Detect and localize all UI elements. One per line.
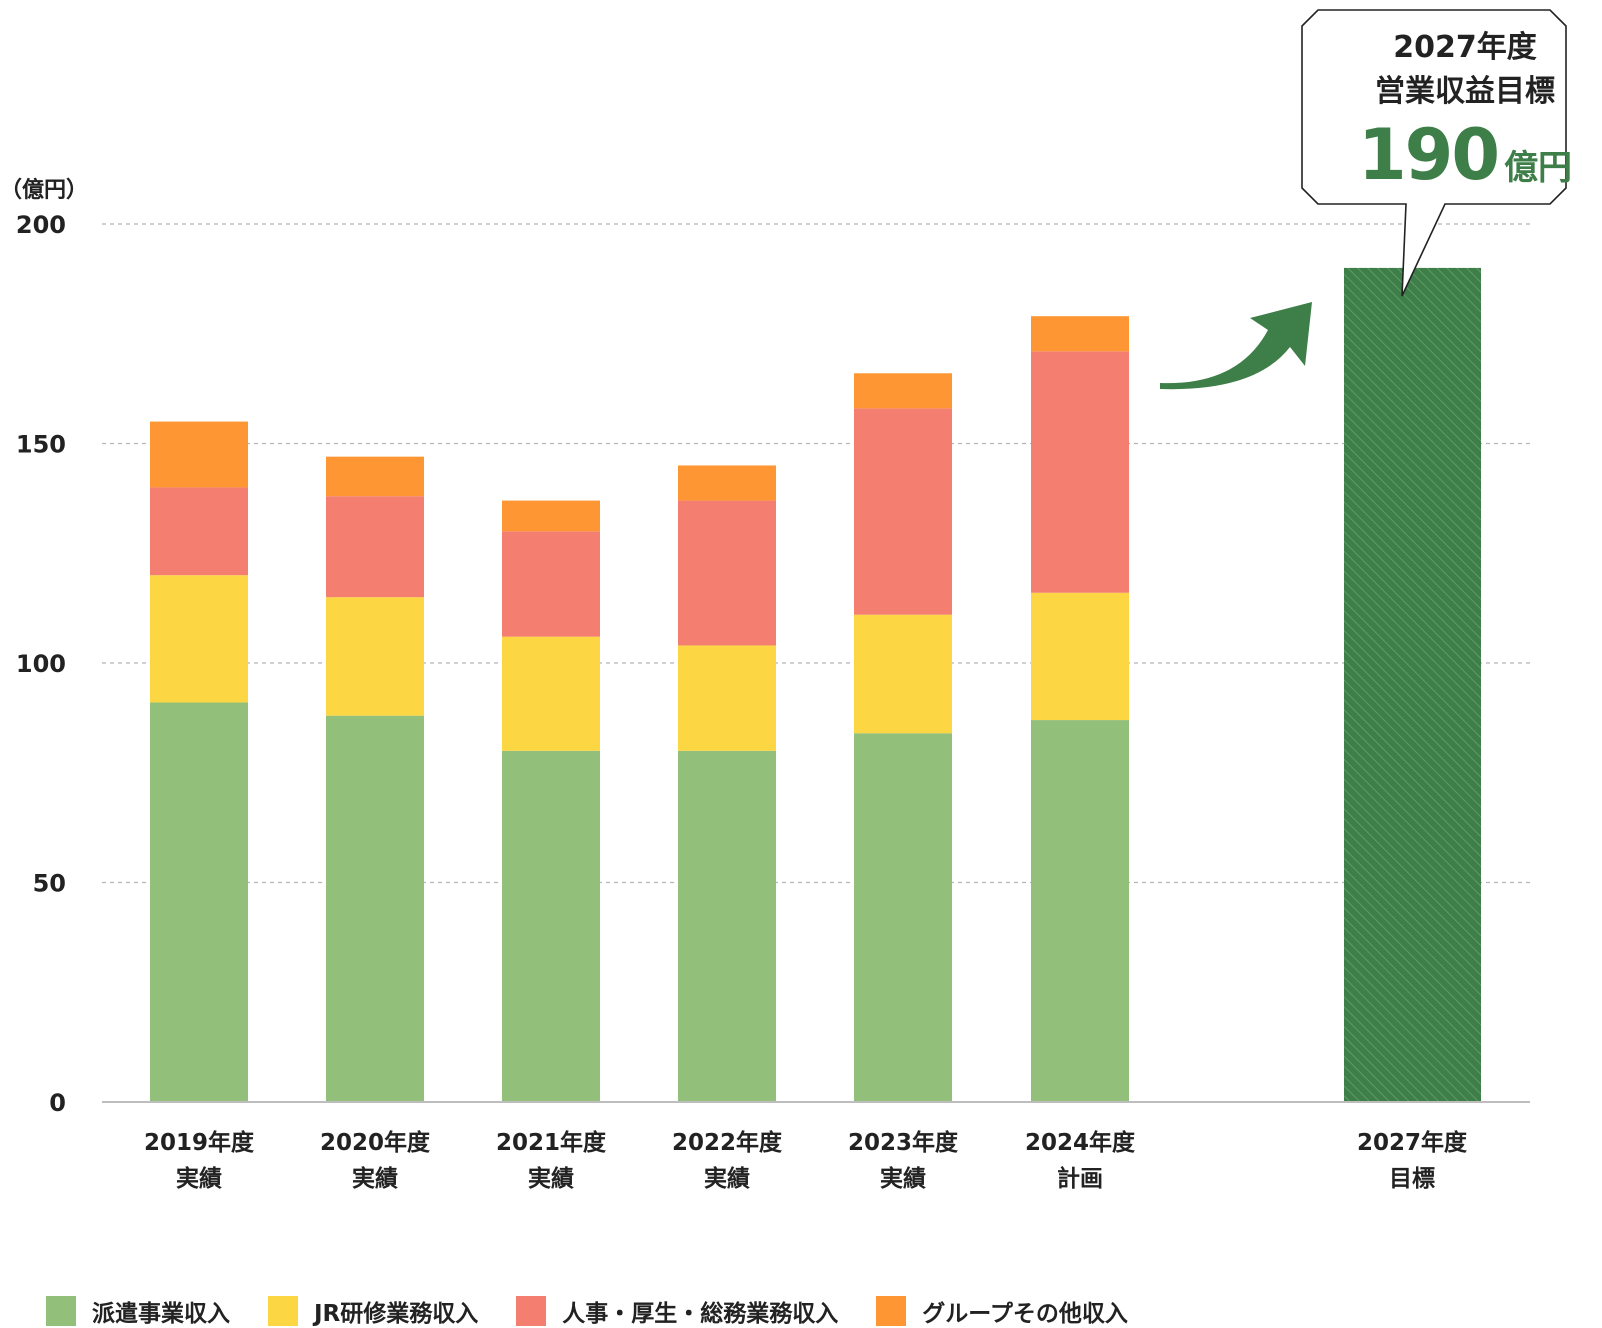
target-callout-bubble: [1301, 9, 1567, 297]
legend-swatch-jr-training: [268, 1296, 298, 1326]
bar-segment-4-3: [854, 373, 952, 409]
x-tick-label-3-0: 2022年度: [672, 1129, 783, 1156]
bar-segment-2-2: [502, 531, 600, 637]
y-tick-label-100: 100: [16, 650, 66, 678]
y-tick-label-0: 0: [49, 1089, 66, 1117]
bar-segment-0-2: [150, 487, 248, 576]
callout-value-number: 190: [1357, 114, 1500, 196]
target-bar: [1344, 267, 1481, 1102]
callout-title-line-1: 2027年度: [1393, 30, 1537, 65]
bar-segment-0-0: [150, 702, 248, 1102]
x-tick-label-3-1: 実績: [704, 1165, 750, 1192]
gridlines: [102, 223, 1530, 884]
bar-segment-5-1: [1031, 592, 1129, 721]
legend-label-hr-admin: 人事・厚生・総務業務収入: [562, 1301, 839, 1327]
x-tick-label-0-1: 実績: [176, 1165, 222, 1192]
x-tick-label-1-0: 2020年度: [320, 1129, 431, 1156]
legend: 派遣事業収入 JR研修業務収入 人事・厚生・総務業務収入 グループその他収入: [46, 1294, 1166, 1328]
legend-item-haken: 派遣事業収入: [46, 1294, 230, 1328]
x-tick-label-4-0: 2023年度: [848, 1129, 959, 1156]
legend-item-jr-training: JR研修業務収入: [268, 1294, 478, 1328]
callout-value-unit: 億円: [1504, 148, 1573, 188]
y-tick-label-50: 50: [33, 870, 66, 898]
bar-segment-1-3: [326, 456, 424, 497]
x-tick-label-2-0: 2021年度: [496, 1129, 607, 1156]
bar-segment-4-0: [854, 733, 952, 1102]
bars: [150, 267, 1481, 1102]
callout-value: 190 億円: [1330, 114, 1600, 196]
bar-segment-2-0: [502, 750, 600, 1102]
bar-segment-2-1: [502, 636, 600, 751]
bar-segment-1-0: [326, 715, 424, 1102]
legend-swatch-haken: [46, 1296, 76, 1326]
bar-segment-3-1: [678, 645, 776, 751]
x-tick-label-target-0: 2027年度: [1357, 1129, 1468, 1156]
annotations: [1160, 9, 1567, 390]
legend-label-haken: 派遣事業収入: [92, 1301, 230, 1327]
bar-segment-1-1: [326, 597, 424, 716]
y-tick-label-200: 200: [16, 211, 66, 239]
x-tick-label-0-0: 2019年度: [144, 1129, 255, 1156]
bar-segment-1-2: [326, 496, 424, 598]
bar-segment-3-3: [678, 465, 776, 501]
bar-segment-0-3: [150, 421, 248, 488]
growth-arrow-icon: [1160, 302, 1312, 390]
legend-item-hr-admin: 人事・厚生・総務業務収入: [516, 1294, 838, 1328]
legend-label-jr-training: JR研修業務収入: [314, 1301, 479, 1327]
bar-segment-5-3: [1031, 316, 1129, 352]
x-tick-label-1-1: 実績: [352, 1165, 398, 1192]
y-tick-label-150: 150: [16, 431, 66, 459]
x-tick-label-4-1: 実績: [880, 1165, 926, 1192]
bar-segment-3-2: [678, 500, 776, 646]
bar-segment-0-1: [150, 575, 248, 703]
x-tick-label-target-1: 目標: [1389, 1166, 1435, 1192]
y-axis-unit-label: （億円）: [0, 177, 88, 203]
legend-swatch-hr-admin: [516, 1296, 547, 1326]
bar-segment-3-0: [678, 750, 776, 1102]
axes: 050100150200（億円）2019年度実績2020年度実績2021年度実績…: [0, 177, 1530, 1192]
callout-title: 2027年度 営業収益目標: [1330, 26, 1600, 114]
bar-segment-4-2: [854, 408, 952, 615]
legend-swatch-group-other: [876, 1296, 907, 1326]
bar-segment-2-3: [502, 500, 600, 532]
legend-label-group-other: グループその他収入: [922, 1301, 1128, 1327]
bar-segment-5-2: [1031, 351, 1129, 593]
bar-segment-5-0: [1031, 720, 1129, 1102]
callout-title-line-2: 営業収益目標: [1375, 74, 1555, 109]
x-tick-label-5-1: 計画: [1057, 1165, 1103, 1192]
x-tick-label-2-1: 実績: [528, 1165, 574, 1192]
bar-segment-4-1: [854, 614, 952, 734]
legend-item-group-other: グループその他収入: [876, 1294, 1128, 1328]
x-tick-label-5-0: 2024年度: [1025, 1129, 1136, 1156]
